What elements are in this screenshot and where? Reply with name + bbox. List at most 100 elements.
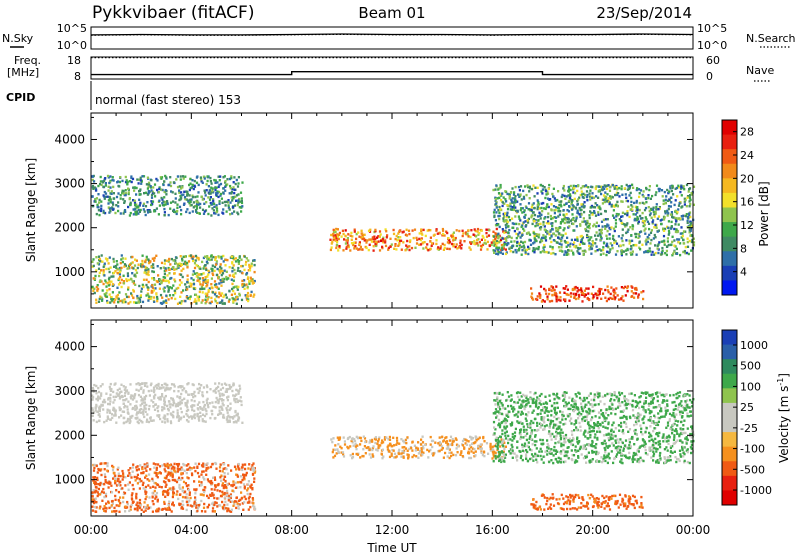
power-cell-3 — [498, 246, 501, 249]
velocity-cell-0 — [219, 388, 222, 391]
velocity-cell-0 — [127, 392, 130, 395]
velocity-cell-1 — [164, 495, 167, 498]
power-cell-0 — [171, 191, 174, 194]
velocity-cell-0 — [92, 419, 95, 422]
power-cell-1 — [92, 264, 95, 268]
velocity-cell-1 — [103, 473, 106, 476]
power-cell-0 — [97, 184, 100, 188]
velocity-cell-0 — [104, 400, 107, 404]
power-cell-3 — [552, 239, 555, 242]
power-cell-1 — [122, 274, 125, 277]
power-cell-3 — [510, 191, 513, 194]
velocity-cell-1 — [253, 477, 256, 480]
power-cell-1 — [113, 265, 116, 268]
velocity-cell-0 — [237, 391, 240, 394]
power-cell-0 — [107, 189, 110, 192]
velocity-cell-2 — [343, 443, 347, 446]
velocity-cell-1 — [114, 494, 117, 498]
velocity-cell-0 — [109, 382, 112, 386]
velocity-cell-1 — [130, 497, 133, 500]
velocity-cell-2 — [369, 439, 372, 442]
velocity-cell-1 — [100, 473, 103, 477]
power-cell-0 — [218, 179, 221, 182]
power-cell-0 — [100, 183, 103, 187]
power-cell-1 — [115, 296, 118, 299]
power-cell-1 — [146, 286, 149, 289]
power-cell-1 — [237, 266, 240, 270]
power-cell-0 — [109, 186, 112, 189]
power-cell-1 — [107, 278, 111, 281]
power-cell-0 — [205, 183, 208, 186]
power-cell-1 — [144, 269, 147, 272]
power-cell-2 — [494, 237, 497, 241]
power-cell-0 — [146, 209, 149, 212]
power-cell-3 — [557, 236, 560, 239]
velocity-cell-1 — [113, 506, 116, 510]
power-cell-0 — [165, 193, 168, 196]
velocity-cell-0 — [98, 415, 101, 418]
power-cell-3 — [573, 241, 576, 244]
power-cell-1 — [243, 284, 246, 287]
power-cell-1 — [151, 263, 155, 266]
power-cell-1 — [141, 264, 144, 267]
power-cell-3 — [588, 244, 591, 248]
velocity-cell-0 — [124, 404, 127, 408]
power-cell-3 — [613, 238, 616, 242]
power-cell-3 — [542, 207, 545, 210]
power-cell-2 — [346, 237, 349, 240]
velocity-cell-1 — [199, 493, 202, 496]
power-cell-3 — [528, 185, 531, 188]
power-cell-1 — [147, 258, 150, 261]
velocity-cell-0 — [148, 404, 151, 408]
power-cell-0 — [132, 208, 135, 211]
power-cell-2 — [435, 239, 438, 242]
power-cell-1 — [112, 257, 115, 261]
velocity-cell-1 — [164, 470, 167, 473]
power-cell-1 — [110, 280, 113, 283]
power-cell-3 — [536, 205, 539, 209]
power-cell-2 — [430, 244, 433, 247]
power-cell-2 — [490, 241, 493, 244]
power-cell-0 — [111, 176, 114, 179]
power-cell-3 — [692, 244, 696, 247]
velocity-cell-1 — [110, 491, 114, 494]
power-cell-3 — [561, 193, 564, 197]
power-cell-2 — [394, 243, 397, 246]
velocity-cell-1 — [234, 465, 237, 468]
power-cell-0 — [227, 204, 230, 207]
velocity-cell-1 — [223, 463, 226, 466]
power-cell-1 — [232, 289, 235, 293]
velocity-cell-1 — [202, 494, 205, 497]
power-cell-0 — [231, 188, 234, 191]
velocity-cell-1 — [91, 495, 94, 498]
power-cell-3 — [610, 203, 613, 207]
power-cell-0 — [147, 190, 150, 193]
power-cell-2 — [476, 242, 479, 245]
power-cell-3 — [534, 224, 537, 228]
power-cell-1 — [204, 298, 207, 301]
power-cell-3 — [504, 237, 508, 240]
power-cell-1 — [131, 261, 134, 264]
power-cell-0 — [217, 213, 220, 217]
velocity-cell-2 — [471, 447, 474, 450]
power-cell-3 — [535, 247, 538, 250]
power-cell-3 — [664, 210, 667, 213]
velocity-cell-1 — [94, 505, 97, 509]
velocity-cell-2 — [356, 453, 359, 456]
power-cell-4 — [565, 293, 569, 296]
power-cell-0 — [184, 175, 187, 178]
power-cell-0 — [234, 182, 237, 186]
power-cell-1 — [219, 278, 222, 282]
power-cell-0 — [196, 211, 199, 214]
power-cell-1 — [200, 273, 203, 276]
velocity-cell-0 — [143, 404, 146, 407]
velocity-cell-1 — [144, 497, 147, 501]
power-cell-3 — [531, 203, 534, 206]
velocity-cell-1 — [214, 462, 218, 466]
power-cell-0 — [144, 213, 147, 217]
power-cell-3 — [606, 223, 609, 226]
power-cell-3 — [511, 217, 514, 220]
power-cell-3 — [540, 206, 543, 210]
velocity-cell-1 — [237, 507, 240, 510]
power-cell-4 — [612, 291, 615, 294]
